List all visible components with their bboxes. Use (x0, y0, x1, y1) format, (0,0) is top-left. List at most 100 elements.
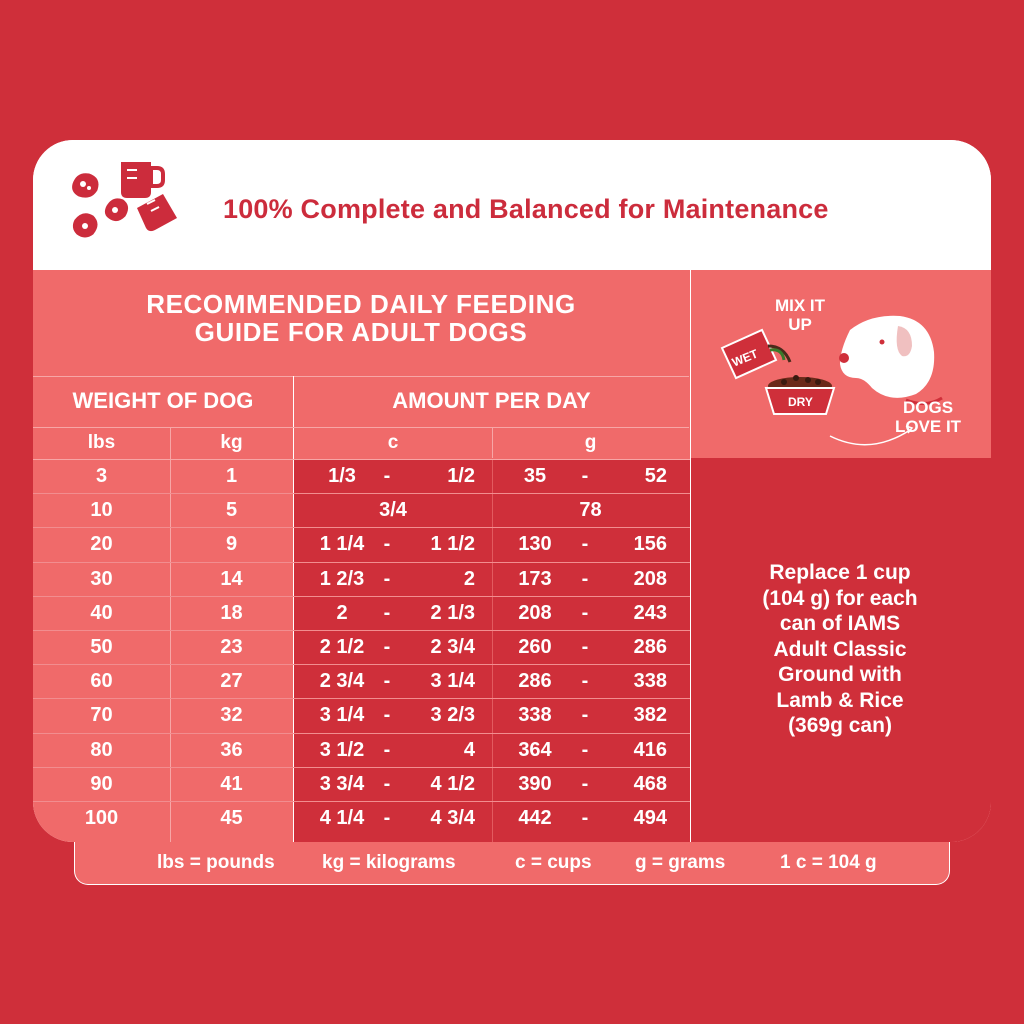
cell-grams-from: 286 (518, 670, 552, 693)
cell-grams-from: 390 (518, 772, 552, 795)
cell-kg: 36 (220, 738, 243, 761)
cell-cups-to: 1 1/2 (430, 533, 475, 556)
table-top-divider (33, 376, 689, 377)
cell-kg: 45 (220, 807, 243, 829)
cell-kg: 41 (220, 772, 243, 795)
cell-lbs: 3 (95, 465, 108, 487)
cell-cups-from: 3 3/4 (319, 772, 365, 795)
cell-cups-from: 2 3/4 (319, 670, 365, 693)
cell-cups-to: 4 (463, 738, 475, 761)
mix-it-up-label: MIX IT UP (760, 296, 840, 334)
cell-cups-to: 2 1/3 (430, 601, 475, 624)
cell-grams-to: 156 (633, 533, 667, 556)
cell-lbs: 30 (90, 567, 113, 590)
c-g-divider (492, 459, 493, 842)
legend-cup-conversion: 1 c = 104 g (780, 852, 877, 873)
c-g-divider-header (492, 427, 493, 458)
cell-grams-from: 338 (518, 704, 552, 727)
cell-kg: 9 (225, 533, 238, 556)
row-divider (33, 630, 690, 631)
cell-cups-dash: - (383, 772, 391, 795)
cell-cups: 3/4 (379, 499, 407, 522)
cell-cups-dash: - (383, 636, 391, 658)
mix-line2: UP (788, 315, 812, 334)
cell-cups-from: 3 1/2 (319, 738, 365, 761)
cell-grams-dash: - (581, 670, 589, 693)
cell-kg: 23 (220, 636, 243, 658)
subheader-divider (33, 427, 689, 428)
cell-grams-from: 260 (518, 636, 552, 658)
cell-cups-dash: - (383, 567, 391, 590)
row-divider (33, 732, 690, 734)
cell-grams-to: 243 (633, 601, 667, 624)
cell-lbs: 50 (90, 636, 113, 658)
note-line6: Lamb & Rice (776, 688, 904, 712)
legend-grams: g = grams (635, 852, 726, 873)
dog-bowl-icon: DRY (764, 375, 836, 415)
feeding-table-area: RECOMMENDED DAILY FEEDING GUIDE FOR ADUL… (33, 270, 991, 842)
cell-grams-dash: - (581, 567, 589, 590)
cell-cups-dash: - (383, 807, 391, 829)
cell-grams-to: 286 (633, 636, 667, 658)
cell-cups-from: 1 2/3 (319, 567, 365, 590)
cell-grams-from: 442 (518, 807, 552, 829)
cell-cups-dash: - (383, 465, 391, 487)
guide-title: RECOMMENDED DAILY FEEDING GUIDE FOR ADUL… (33, 290, 689, 346)
cell-lbs: 40 (90, 601, 113, 624)
row-divider (33, 664, 690, 666)
cell-lbs: 60 (90, 670, 113, 693)
cell-grams-from: 35 (523, 465, 547, 487)
dogs-love-it-label: DOGS LOVE IT (878, 398, 978, 436)
cell-cups-dash: - (383, 738, 391, 761)
dogs-line1: DOGS (902, 398, 954, 417)
cell-cups-to: 3 2/3 (430, 704, 475, 727)
cell-cups-dash: - (383, 601, 391, 624)
note-line3: can of IAMS (779, 612, 901, 635)
mix-divider (690, 270, 691, 458)
legend-kg: kg = kilograms (322, 852, 456, 873)
cell-grams-from: 364 (518, 738, 552, 761)
dry-label: DRY (788, 395, 813, 409)
cell-grams-dash: - (581, 772, 589, 795)
cell-grams-from: 173 (518, 567, 552, 590)
cell-kg: 27 (220, 670, 243, 693)
cell-kg: 1 (225, 465, 238, 487)
row-divider (33, 459, 690, 460)
cell-grams-dash: - (581, 807, 589, 829)
cell-cups-dash: - (383, 704, 391, 727)
wet-food-note: Replace 1 cup (104 g) for each can of IA… (710, 560, 970, 739)
cell-lbs: 90 (90, 772, 113, 795)
cell-cups-to: 4 3/4 (430, 807, 475, 829)
amount-header: AMOUNT PER DAY (392, 388, 591, 413)
cell-lbs: 10 (90, 499, 113, 522)
cell-grams-to: 468 (633, 772, 667, 795)
cell-kg: 18 (220, 601, 243, 624)
cell-grams-dash: - (581, 533, 589, 556)
note-line1: Replace 1 cup (769, 561, 911, 584)
cell-grams-to: 494 (633, 807, 667, 829)
page-title: 100% Complete and Balanced for Maintenan… (223, 194, 829, 224)
units-legend: lbs = pounds kg = kilograms c = cups g =… (74, 842, 950, 885)
cell-grams-dash: - (581, 601, 589, 624)
row-divider (33, 698, 690, 700)
guide-title-line2: GUIDE FOR ADULT DOGS (194, 317, 528, 347)
cell-cups-dash: - (383, 533, 391, 556)
dogs-line2: LOVE IT (894, 417, 962, 436)
feeding-guide-card: 100% Complete and Balanced for Maintenan… (33, 140, 991, 842)
guide-title-line1: RECOMMENDED DAILY FEEDING (146, 289, 576, 319)
row-divider (33, 595, 690, 597)
cell-cups-to: 2 (463, 567, 475, 590)
cell-grams-to: 208 (633, 567, 667, 590)
dog-bowl-illustration: WET DRY (720, 315, 943, 446)
note-line5: Ground with (778, 663, 902, 686)
note-line7: (369g can) (788, 714, 892, 737)
weight-header: WEIGHT OF DOG (72, 388, 254, 413)
cell-cups-from: 3 1/4 (319, 704, 365, 727)
subheader-cups: c (387, 432, 399, 453)
row-divider (33, 527, 690, 529)
cell-lbs: 70 (90, 704, 113, 727)
cell-grams-to: 338 (633, 670, 667, 693)
cell-cups-to: 2 3/4 (430, 636, 475, 658)
cell-grams-dash: - (581, 738, 589, 761)
cell-kg: 32 (220, 704, 243, 727)
